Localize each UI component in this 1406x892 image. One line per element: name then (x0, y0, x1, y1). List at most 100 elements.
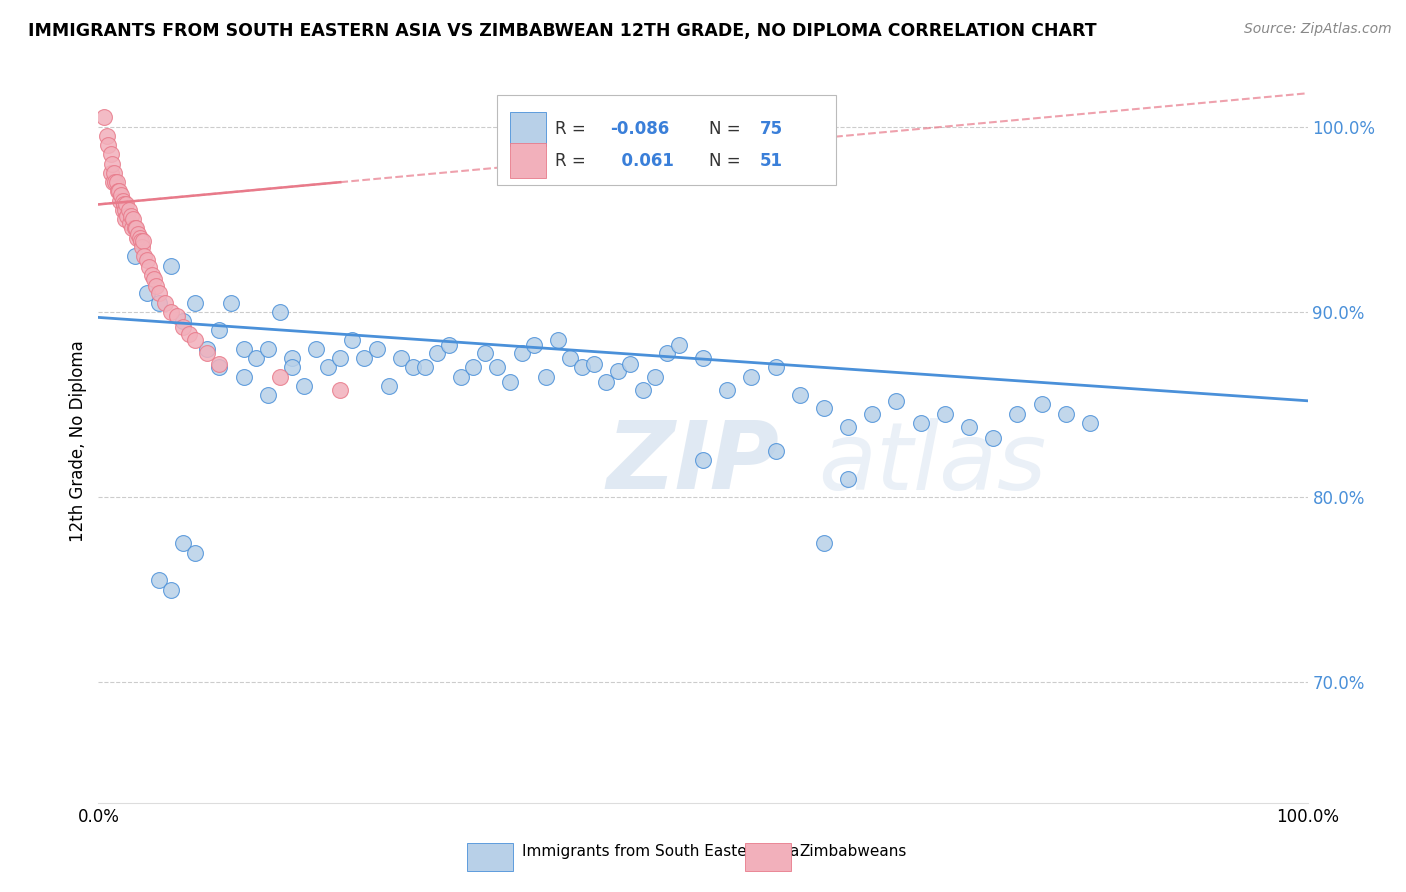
Point (426, 345, 449, 359)
Point (112, 197, 135, 211)
Point (571, 360, 593, 375)
Point (813, 401, 835, 416)
Point (292, 379, 315, 393)
Point (131, 240, 153, 254)
Point (413, 360, 436, 375)
Point (474, 345, 496, 359)
Point (143, 271, 166, 285)
Point (256, 388, 278, 402)
Point (105, 175, 128, 189)
Point (1007, 407, 1029, 421)
Point (160, 305, 183, 319)
Point (101, 175, 124, 189)
Point (655, 345, 678, 359)
Point (108, 185, 131, 199)
Point (547, 333, 569, 347)
Point (118, 216, 141, 230)
Point (153, 295, 176, 310)
Text: -0.086: -0.086 (610, 120, 669, 138)
Point (353, 351, 375, 366)
Point (281, 360, 304, 375)
Point (510, 345, 533, 359)
Bar (509, 144, 546, 178)
Point (141, 268, 163, 282)
Point (97, 138, 120, 153)
Point (179, 327, 201, 342)
Text: atlas: atlas (818, 417, 1046, 508)
Text: Source: ZipAtlas.com: Source: ZipAtlas.com (1244, 22, 1392, 37)
Point (269, 305, 291, 319)
Point (523, 338, 546, 352)
Text: R =: R = (555, 152, 592, 169)
Point (184, 333, 207, 347)
Point (129, 235, 152, 249)
Point (125, 221, 148, 235)
Point (108, 194, 131, 208)
Bar (745, 843, 792, 871)
Point (134, 249, 156, 263)
Point (160, 259, 183, 273)
Text: Zimbabweans: Zimbabweans (800, 844, 907, 859)
Y-axis label: 12th Grade, No Diploma: 12th Grade, No Diploma (69, 341, 87, 542)
Point (132, 235, 155, 249)
Point (145, 279, 167, 293)
Point (107, 185, 129, 199)
Point (96, 128, 118, 143)
Point (195, 342, 218, 356)
Bar (509, 112, 546, 146)
Point (93, 111, 115, 125)
Point (114, 212, 136, 227)
Point (886, 393, 908, 408)
Point (110, 188, 132, 202)
Point (127, 231, 149, 245)
Point (117, 209, 139, 223)
Point (644, 369, 666, 384)
Point (269, 369, 291, 384)
Point (402, 360, 425, 375)
Point (957, 419, 980, 434)
Point (128, 231, 150, 245)
Point (104, 175, 127, 189)
Point (619, 357, 641, 371)
Point (114, 202, 136, 217)
Point (1054, 407, 1077, 421)
FancyBboxPatch shape (498, 95, 837, 185)
Text: Immigrants from South Eastern Asia: Immigrants from South Eastern Asia (522, 844, 799, 859)
Point (668, 338, 690, 352)
Point (498, 376, 520, 390)
Point (1031, 397, 1053, 411)
Point (342, 333, 364, 347)
Point (148, 574, 170, 588)
Point (305, 342, 328, 356)
Point (1078, 416, 1101, 430)
Text: 51: 51 (759, 152, 783, 169)
Point (138, 260, 160, 275)
Point (148, 286, 170, 301)
Point (208, 323, 231, 337)
Point (135, 286, 157, 301)
Bar (467, 843, 513, 871)
Point (910, 416, 932, 430)
Point (558, 351, 581, 366)
Point (740, 369, 762, 384)
Point (172, 319, 194, 334)
Point (934, 407, 956, 421)
Point (981, 431, 1004, 445)
Text: 75: 75 (759, 120, 783, 138)
Point (122, 212, 145, 227)
Point (124, 221, 146, 235)
Point (118, 202, 141, 217)
Point (100, 147, 122, 161)
Point (111, 194, 134, 208)
Point (837, 472, 859, 486)
Point (120, 209, 142, 223)
Point (765, 443, 787, 458)
Point (221, 295, 243, 310)
Point (789, 388, 811, 402)
Point (607, 364, 630, 378)
Point (195, 345, 218, 359)
Point (115, 197, 138, 211)
Point (232, 369, 254, 384)
Text: ZIP: ZIP (606, 417, 779, 509)
Point (316, 360, 339, 375)
